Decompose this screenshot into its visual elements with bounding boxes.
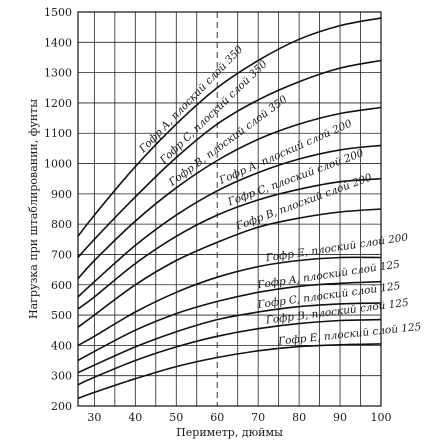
- x-tick-label: 70: [251, 411, 265, 424]
- series-line: [77, 106, 382, 280]
- tick-labels: 200 300 400 500 600 700 800 900 1000 1100 1200 1300…: [44, 6, 392, 424]
- y-tick-label: 1300: [44, 67, 72, 80]
- x-tick-label: 30: [87, 411, 101, 424]
- y-tick-label: 600: [51, 279, 72, 292]
- y-tick-label: 200: [51, 400, 72, 413]
- y-tick-label: 900: [51, 188, 72, 201]
- y-tick-label: 1200: [44, 97, 72, 110]
- x-tick-label: 100: [371, 411, 392, 424]
- series-line: [77, 144, 382, 298]
- x-tick-label: 50: [169, 411, 183, 424]
- y-tick-label: 1000: [44, 158, 72, 171]
- series-line: [77, 177, 382, 310]
- series-line: [77, 17, 382, 237]
- y-tick-label: 300: [51, 370, 72, 383]
- x-axis-title: Периметр, дюймы: [176, 426, 283, 439]
- series-line: [77, 343, 382, 400]
- y-tick-label: 500: [51, 309, 72, 322]
- x-tick-label: 80: [292, 411, 306, 424]
- x-tick-label: 60: [210, 411, 224, 424]
- series-lines: [77, 17, 382, 400]
- series-line: [77, 59, 382, 259]
- series-line: [77, 256, 382, 347]
- y-tick-label: 1500: [44, 6, 72, 19]
- x-tick-label: 40: [128, 411, 142, 424]
- y-axis-title: Нагрузка при штаблировании, фунты: [27, 99, 40, 319]
- y-tick-label: 700: [51, 248, 72, 261]
- plot-frame: [77, 11, 382, 407]
- y-tick-label: 800: [51, 218, 72, 231]
- series-line: [77, 208, 382, 328]
- y-tick-label: 400: [51, 339, 72, 352]
- x-tick-label: 90: [333, 411, 347, 424]
- y-tick-label: 1400: [44, 36, 72, 49]
- series-line: [77, 280, 382, 362]
- series-line: [77, 318, 382, 386]
- y-tick-label: 1100: [44, 127, 72, 140]
- series-line: [77, 302, 382, 374]
